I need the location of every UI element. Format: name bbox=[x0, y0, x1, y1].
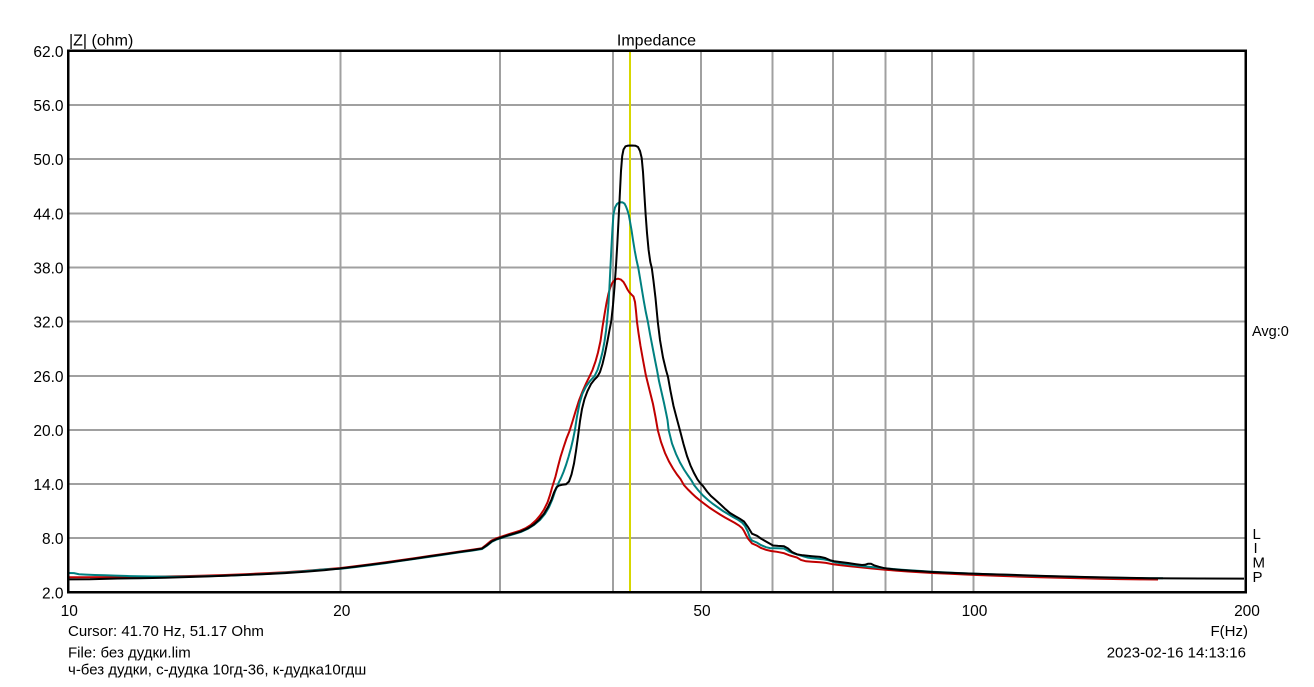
svg-text:File: без дудки.lim: File: без дудки.lim bbox=[68, 644, 191, 661]
svg-text:2023-02-16 14:13:16: 2023-02-16 14:13:16 bbox=[1107, 645, 1246, 662]
svg-text:20: 20 bbox=[333, 603, 351, 620]
svg-text:32.0: 32.0 bbox=[33, 315, 64, 332]
svg-text:38.0: 38.0 bbox=[33, 261, 64, 278]
svg-text:44.0: 44.0 bbox=[33, 206, 64, 223]
svg-text:100: 100 bbox=[962, 603, 988, 620]
svg-text:Avg:0: Avg:0 bbox=[1252, 324, 1289, 340]
svg-text:62.0: 62.0 bbox=[33, 44, 64, 61]
svg-text:P: P bbox=[1253, 569, 1263, 586]
svg-text:I: I bbox=[1254, 540, 1258, 557]
svg-text:56.0: 56.0 bbox=[33, 98, 64, 115]
svg-text:M: M bbox=[1253, 555, 1266, 572]
svg-text:26.0: 26.0 bbox=[33, 369, 64, 386]
svg-text:Impedance: Impedance bbox=[617, 32, 696, 49]
svg-text:L: L bbox=[1253, 526, 1261, 543]
svg-text:Cursor: 41.70 Hz, 51.17 Ohm: Cursor: 41.70 Hz, 51.17 Ohm bbox=[68, 623, 264, 640]
svg-text:20.0: 20.0 bbox=[33, 423, 64, 440]
svg-text:2.0: 2.0 bbox=[42, 585, 64, 602]
svg-text:|Z| (ohm): |Z| (ohm) bbox=[69, 32, 133, 49]
svg-text:ч-без дудки, с-дудка 10гд-36,: ч-без дудки, с-дудка 10гд-36, к-дудка10г… bbox=[68, 661, 366, 678]
svg-text:200: 200 bbox=[1234, 603, 1260, 620]
svg-text:50: 50 bbox=[693, 603, 711, 620]
svg-text:14.0: 14.0 bbox=[33, 477, 64, 494]
svg-text:F(Hz): F(Hz) bbox=[1211, 623, 1249, 640]
svg-text:50.0: 50.0 bbox=[33, 152, 64, 169]
svg-text:8.0: 8.0 bbox=[42, 531, 64, 548]
svg-text:10: 10 bbox=[61, 603, 79, 620]
